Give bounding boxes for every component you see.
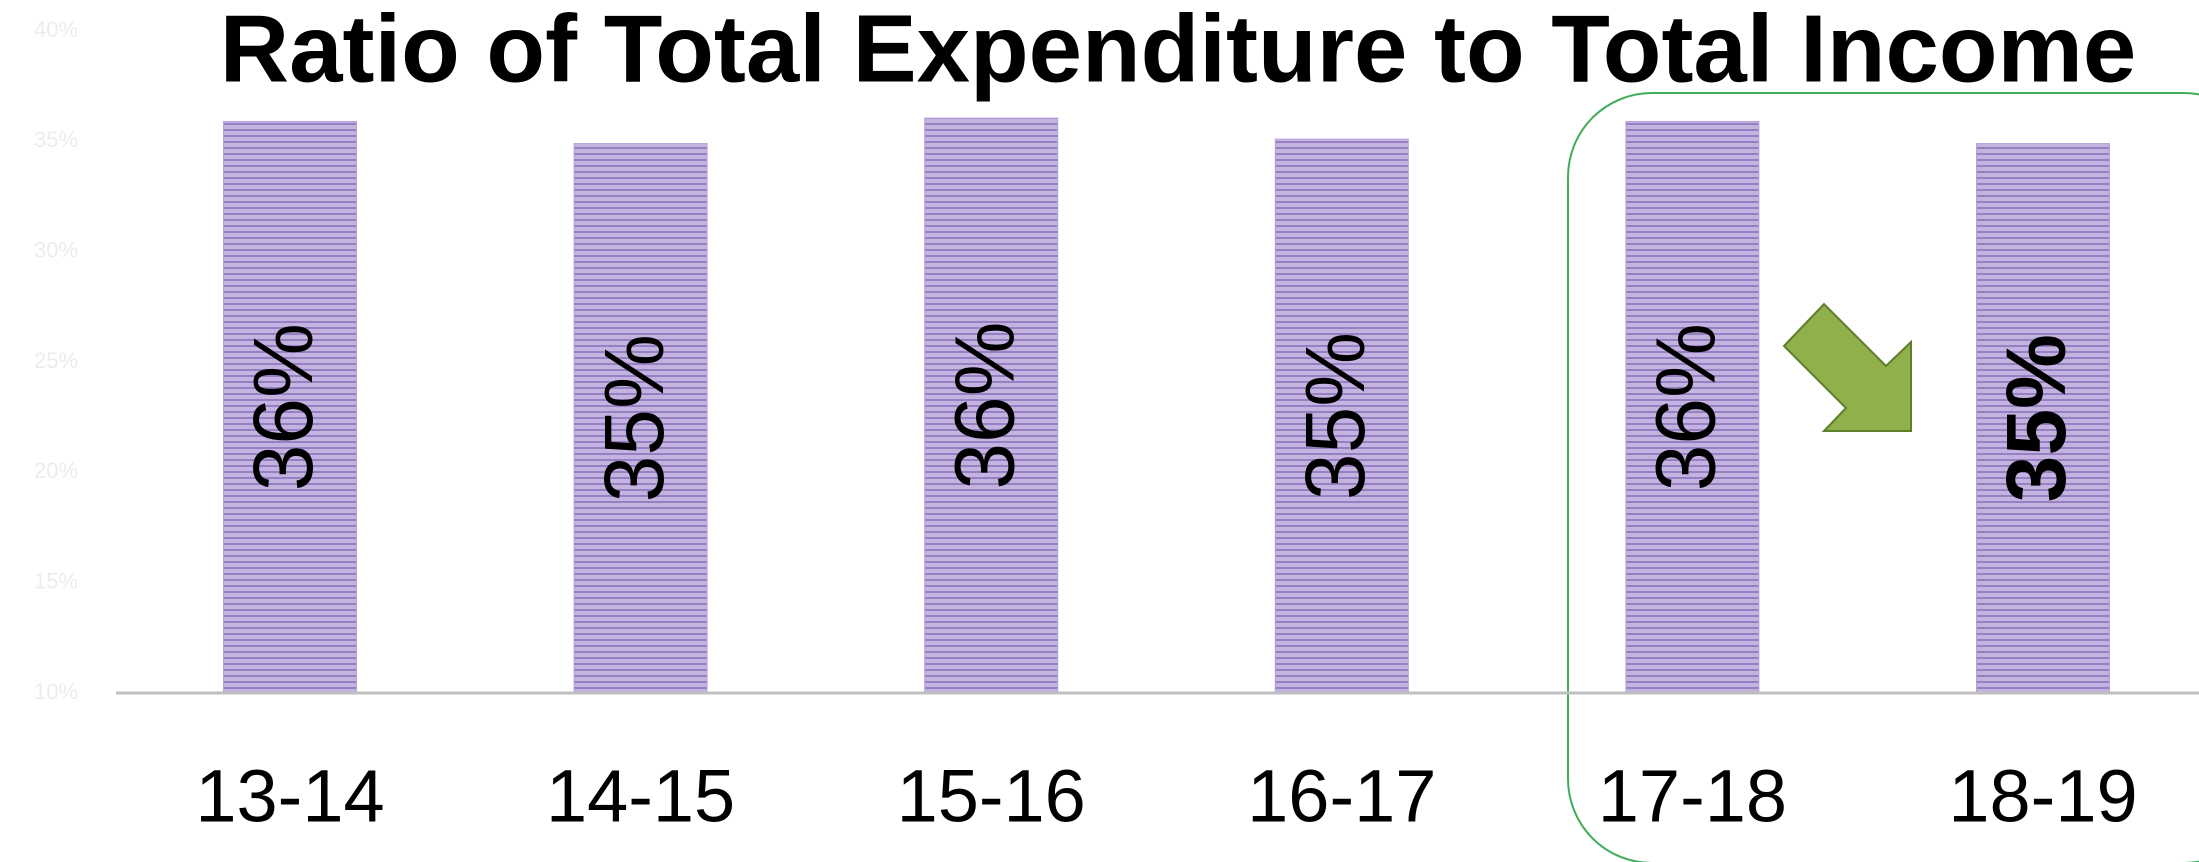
x-tick-label: 17-18 [1598,755,1787,838]
highlight-box [1567,92,2199,862]
bar [924,117,1059,694]
chart-title: Ratio of Total Expenditure to Total Inco… [220,0,2136,102]
y-tick-label: 10% [34,679,78,704]
bar [1976,143,2110,694]
bar [573,143,708,694]
y-tick-label: 35% [34,127,78,152]
x-tick-label: 13-14 [195,755,384,838]
value-label: 35% [1989,334,2083,502]
x-tick-label: 15-16 [897,755,1086,838]
down-arrow [1782,302,1912,432]
bar [223,120,357,694]
x-tick-label: 14-15 [546,755,735,838]
value-label: 36% [937,322,1031,490]
y-tick-label: 30% [34,237,78,262]
y-tick-label: 15% [34,568,78,593]
bar [1625,120,1760,694]
bar [1274,138,1409,694]
y-tick-label: 25% [34,348,78,373]
y-tick-label: 40% [34,17,78,42]
value-label: 36% [236,323,330,491]
x-tick-label: 18-19 [1948,755,2137,838]
x-tick-label: 16-17 [1247,755,1436,838]
value-label: 36% [1639,323,1733,491]
value-label: 35% [1288,332,1382,500]
value-label: 35% [587,334,681,502]
y-tick-label: 20% [34,458,78,483]
